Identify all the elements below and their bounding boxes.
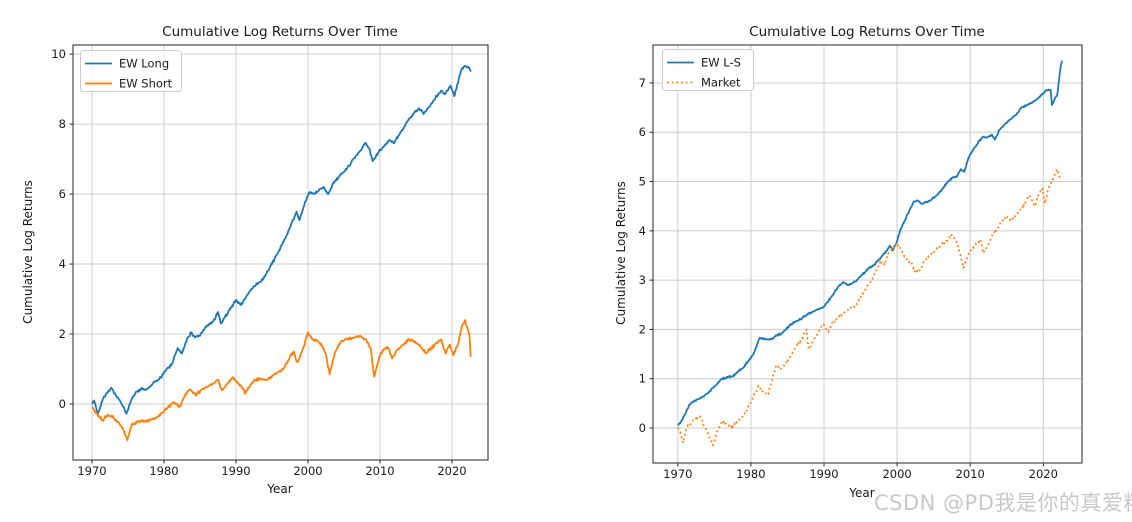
- y-tick-label: 6: [639, 125, 646, 139]
- legend-label-ew-short: EW Short: [119, 77, 173, 91]
- y-tick-label: 5: [639, 175, 646, 189]
- legend-label-market: Market: [701, 76, 741, 90]
- x-tick-label: 2010: [956, 467, 985, 481]
- legend-label-ew-ls: EW L-S: [701, 56, 741, 70]
- left-chart-ticks: 1970 1980 1990 2000 2010 2020 0 2 4 6 8 10: [51, 47, 466, 478]
- right-chart-legend: EW L-S Market: [662, 49, 754, 91]
- right-chart-ticks: 1970 1980 1990 2000 2010 2020 0 1 2 3 4 5 6 7: [639, 76, 1058, 481]
- left-chart-title: Cumulative Log Returns Over Time: [162, 24, 398, 40]
- right-chart: 1970 1980 1990 2000 2010 2020 0 1 2 3 4 5 6 7 Cumulat…: [614, 24, 1083, 500]
- y-tick-label: 0: [639, 421, 646, 435]
- left-chart-frame: [72, 44, 489, 461]
- left-chart-legend: EW Long EW Short: [80, 50, 182, 92]
- y-tick-label: 2: [59, 327, 66, 341]
- right-chart-frame: [652, 44, 1083, 464]
- y-tick-label: 3: [639, 273, 646, 287]
- series-line-ew-l-s: [677, 60, 1064, 427]
- series-line-market: [677, 168, 1063, 447]
- y-tick-label: 1: [639, 372, 646, 386]
- legend-label-ew-long: EW Long: [119, 57, 169, 71]
- x-tick-label: 2020: [1029, 467, 1058, 481]
- y-tick-label: 4: [639, 224, 646, 238]
- x-tick-label: 1970: [77, 464, 106, 478]
- left-chart: 1970 1980 1990 2000 2010 2020 0 2 4 6 8 10 Cumulati…: [21, 24, 489, 496]
- left-chart-ylabel: Cumulative Log Returns: [21, 180, 35, 324]
- series-line-ew-short: [91, 319, 472, 441]
- x-tick-label: 2020: [437, 464, 466, 478]
- y-tick-label: 0: [59, 397, 66, 411]
- right-chart-series: [677, 60, 1064, 447]
- x-tick-label: 1990: [809, 467, 838, 481]
- y-tick-label: 2: [639, 322, 646, 336]
- left-chart-series: [91, 64, 472, 441]
- x-tick-label: 1970: [663, 467, 692, 481]
- y-tick-label: 6: [59, 187, 66, 201]
- right-chart-ylabel: Cumulative Log Returns: [614, 181, 628, 325]
- x-tick-label: 1980: [736, 467, 765, 481]
- x-tick-label: 2000: [293, 464, 322, 478]
- x-tick-label: 1990: [221, 464, 250, 478]
- y-tick-label: 7: [639, 76, 646, 90]
- x-tick-label: 2000: [882, 467, 911, 481]
- y-tick-label: 8: [59, 117, 66, 131]
- legend-box: [662, 49, 754, 91]
- y-tick-label: 10: [51, 47, 66, 61]
- x-tick-label: 1980: [149, 464, 178, 478]
- watermark: CSDN @PD我是你的真爱粉: [874, 491, 1132, 515]
- legend-box: [80, 50, 182, 92]
- right-chart-title: Cumulative Log Returns Over Time: [749, 24, 985, 40]
- x-tick-label: 2010: [365, 464, 394, 478]
- left-chart-xlabel: Year: [266, 482, 292, 496]
- series-line-ew-long: [91, 64, 472, 416]
- right-chart-grid: [653, 45, 1082, 463]
- y-tick-label: 4: [59, 257, 66, 271]
- right-chart-xlabel: Year: [848, 486, 874, 500]
- left-chart-grid: [73, 45, 488, 460]
